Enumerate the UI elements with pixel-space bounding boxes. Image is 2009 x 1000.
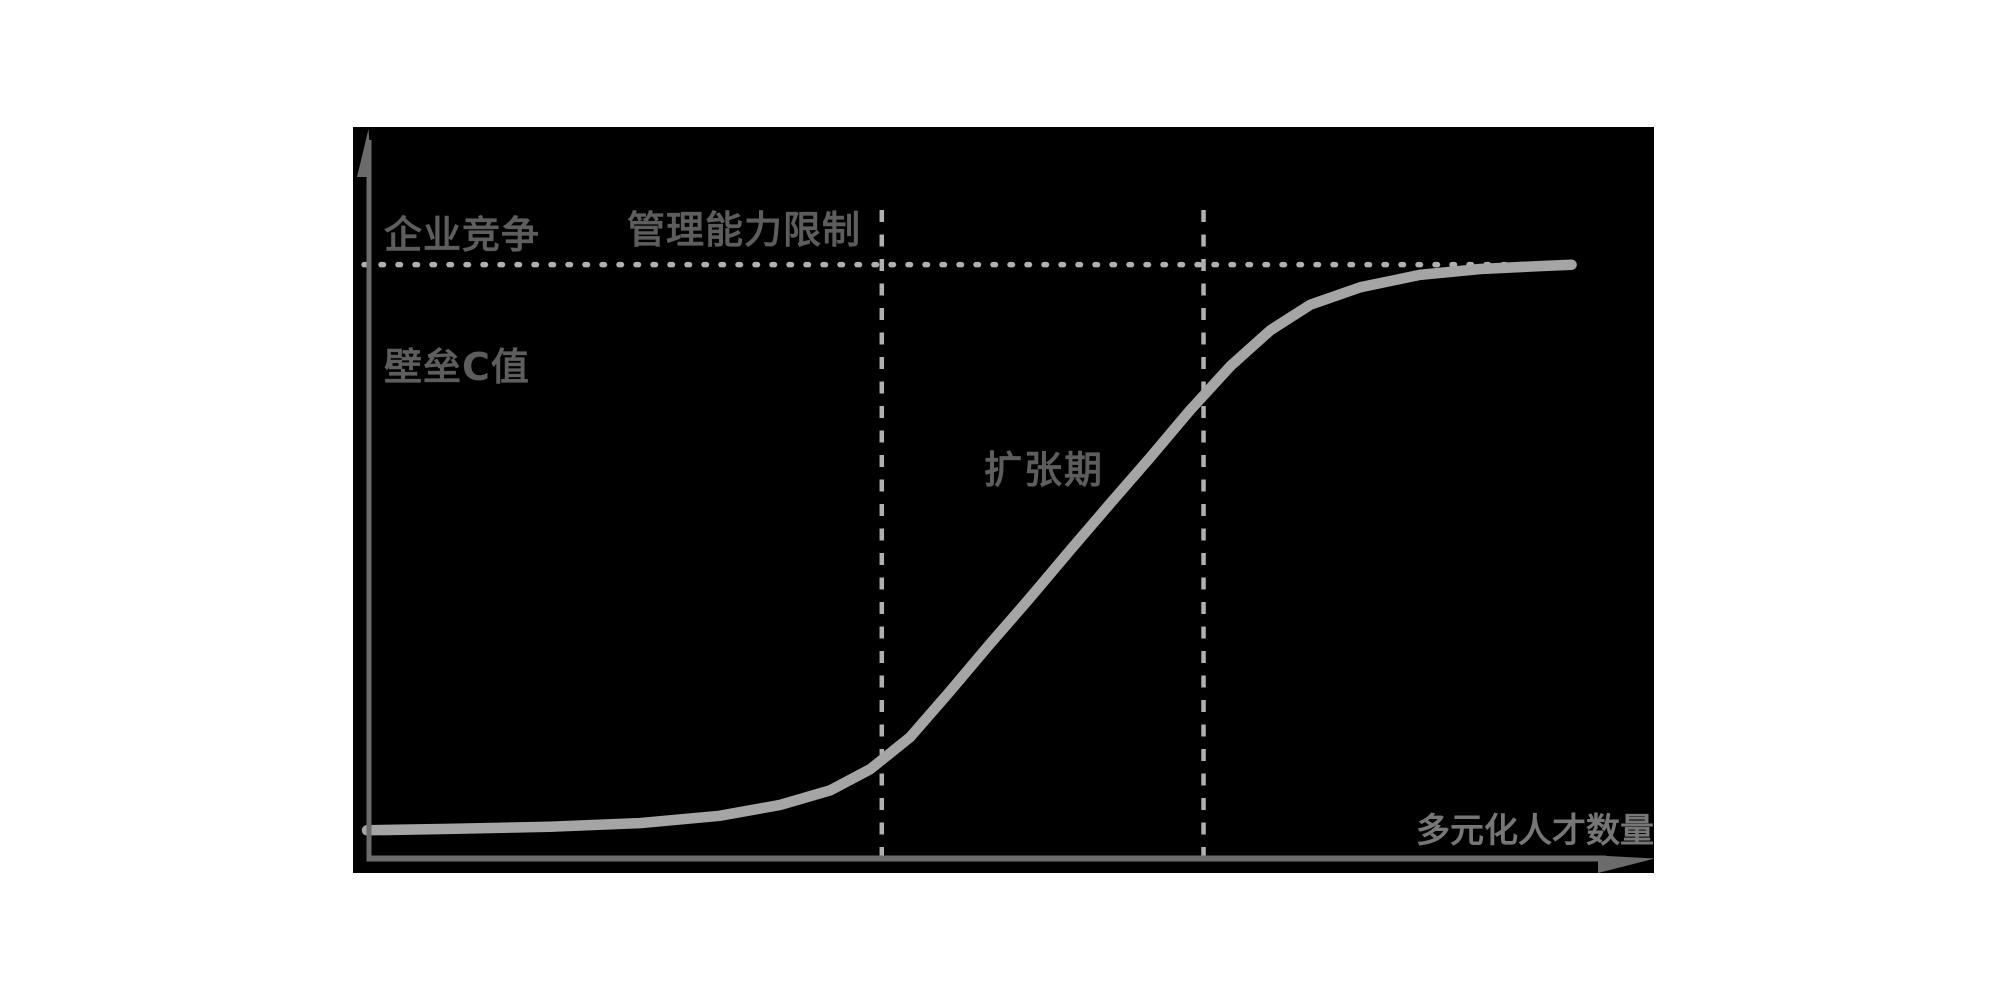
x-axis-title: 多元化人才数量 xyxy=(1416,811,1654,851)
y-axis-title-line2: 壁垒C值 xyxy=(384,345,530,389)
y-axis-title-line1: 企业竞争 xyxy=(384,213,541,257)
management-limit-label: 管理能力限制 xyxy=(627,208,862,252)
expansion-phase-label: 扩张期 xyxy=(984,448,1105,492)
x-axis-arrow-icon xyxy=(1598,855,1655,873)
plot-area xyxy=(353,127,1654,873)
y-axis-title: 企业竞争 壁垒C值 xyxy=(384,125,540,477)
y-axis-arrow-icon xyxy=(357,129,372,177)
barrier-s-curve xyxy=(361,259,1577,836)
